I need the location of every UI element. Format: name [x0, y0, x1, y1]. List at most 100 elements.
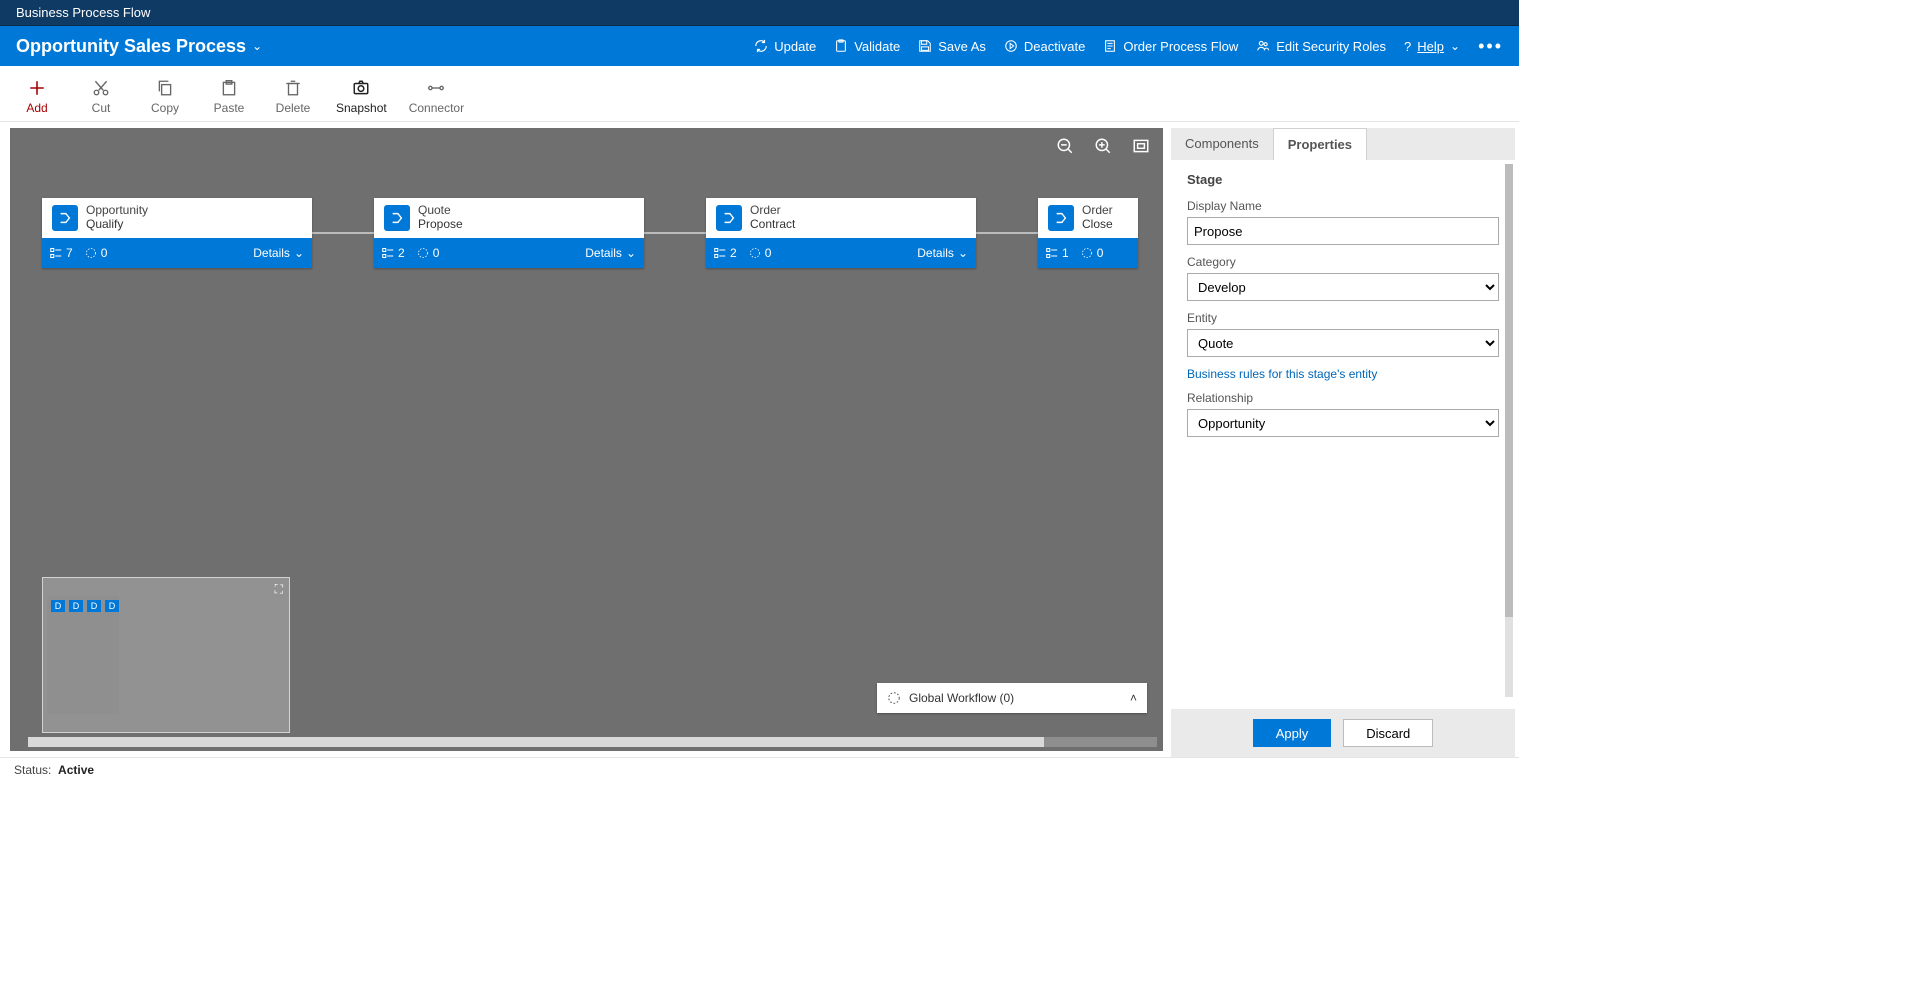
minimap-expand-icon[interactable]: ⛶ [275, 582, 283, 597]
stage-card[interactable]: QuotePropose 2 0 Details ⌄ [374, 198, 644, 268]
stage-name: Contract [750, 218, 795, 232]
workflow-count: 0 [1081, 246, 1104, 260]
connector-button[interactable]: Connector [409, 79, 464, 115]
chevron-down-icon: ⌄ [294, 246, 304, 260]
page-title: Opportunity Sales Process [16, 36, 246, 57]
main-area: OpportunityQualify 7 0Details ⌄QuoteProp… [0, 122, 1519, 757]
status-value: Active [58, 763, 94, 777]
help-button[interactable]: ? Help ⌄ [1404, 39, 1460, 54]
panel-scroll-thumb[interactable] [1505, 164, 1513, 617]
minimap[interactable]: ⛶ DDDD [42, 577, 290, 733]
status-label: Status: [14, 763, 51, 777]
paste-button[interactable]: Paste [208, 79, 250, 115]
minimap-viewport [47, 596, 119, 714]
stage-name: Qualify [86, 218, 148, 232]
select-category[interactable]: Develop [1187, 273, 1499, 301]
panel-scrollbar[interactable] [1505, 164, 1513, 697]
stage-card[interactable]: OrderClose 1 0 [1038, 198, 1138, 268]
select-entity[interactable]: Quote [1187, 329, 1499, 357]
label-entity: Entity [1187, 311, 1499, 325]
edit-security-roles-button[interactable]: Edit Security Roles [1256, 39, 1386, 54]
tab-components[interactable]: Components [1171, 128, 1273, 160]
details-toggle[interactable]: Details ⌄ [253, 246, 304, 260]
save-icon [918, 39, 932, 53]
more-actions-button[interactable]: ••• [1478, 36, 1503, 57]
label-display-name: Display Name [1187, 199, 1499, 213]
field-category: Category Develop [1187, 255, 1499, 301]
people-icon [1256, 39, 1270, 53]
panel-tabs: Components Properties [1171, 128, 1515, 160]
app-header: Business Process Flow [0, 0, 1519, 26]
canvas-scrollbar[interactable] [28, 737, 1157, 747]
steps-count: 2 [382, 246, 405, 260]
stage-head: QuotePropose [374, 198, 644, 238]
zoom-in-button[interactable] [1093, 136, 1113, 156]
discard-button[interactable]: Discard [1343, 719, 1433, 747]
header-actions: Update Validate Save As Deactivate Order… [754, 36, 1503, 57]
help-icon: ? [1404, 39, 1411, 54]
title-dropdown-icon[interactable]: ⌄ [252, 39, 262, 53]
snapshot-button[interactable]: Snapshot [336, 79, 387, 115]
chevron-down-icon: ⌄ [626, 246, 636, 260]
steps-count: 1 [1046, 246, 1069, 260]
copy-button[interactable]: Copy [144, 79, 186, 115]
stage-connector [644, 232, 706, 234]
workflow-count: 0 [749, 246, 772, 260]
add-button[interactable]: Add [16, 79, 58, 115]
stage-entity: Order [750, 204, 795, 218]
apply-button[interactable]: Apply [1253, 719, 1332, 747]
field-entity: Entity Quote [1187, 311, 1499, 357]
stage-card[interactable]: OrderContract 2 0 Details ⌄ [706, 198, 976, 268]
stage-head: OrderClose [1038, 198, 1138, 238]
stage-footer: 7 0Details ⌄ [42, 238, 312, 268]
camera-icon [352, 79, 370, 97]
global-workflow-label: Global Workflow [909, 691, 996, 705]
fit-screen-button[interactable] [1131, 136, 1151, 156]
select-relationship[interactable]: Opportunity [1187, 409, 1499, 437]
validate-button[interactable]: Validate [834, 39, 900, 54]
stage-footer: 1 0 [1038, 238, 1138, 268]
clipboard-icon [834, 39, 848, 53]
input-display-name[interactable] [1187, 217, 1499, 245]
workflow-count: 0 [417, 246, 440, 260]
order-process-flow-button[interactable]: Order Process Flow [1103, 39, 1238, 54]
update-button[interactable]: Update [754, 39, 816, 54]
canvas[interactable]: OpportunityQualify 7 0Details ⌄QuoteProp… [10, 128, 1163, 751]
steps-count: 2 [714, 246, 737, 260]
stage-icon [384, 205, 410, 231]
stage-footer: 2 0 Details ⌄ [706, 238, 976, 268]
section-title: Stage [1187, 172, 1499, 187]
business-rules-link[interactable]: Business rules for this stage's entity [1187, 367, 1499, 381]
stage-icon [52, 205, 78, 231]
field-display-name: Display Name [1187, 199, 1499, 245]
minimap-node: D [105, 600, 119, 612]
stage-entity: Opportunity [86, 204, 148, 218]
global-workflow-bar[interactable]: Global Workflow (0) ˄ [877, 683, 1147, 713]
stage-card[interactable]: OpportunityQualify 7 0Details ⌄ [42, 198, 312, 268]
tab-properties[interactable]: Properties [1273, 128, 1367, 160]
app-title: Business Process Flow [16, 5, 150, 20]
workflow-count: 0 [85, 246, 108, 260]
field-relationship: Relationship Opportunity [1187, 391, 1499, 437]
refresh-icon [754, 39, 768, 53]
details-toggle[interactable]: Details ⌄ [585, 246, 636, 260]
copy-icon [156, 79, 174, 97]
stage-connector [976, 232, 1038, 234]
scrollbar-thumb[interactable] [28, 737, 1044, 747]
page-icon [1103, 39, 1117, 53]
details-toggle[interactable]: Details ⌄ [917, 246, 968, 260]
stage-name: Propose [418, 218, 463, 232]
workflow-icon [887, 691, 901, 705]
plus-icon [28, 79, 46, 97]
save-as-button[interactable]: Save As [918, 39, 986, 54]
panel-body: Stage Display Name Category Develop Enti… [1171, 160, 1515, 709]
deactivate-button[interactable]: Deactivate [1004, 39, 1085, 54]
stage-head: OrderContract [706, 198, 976, 238]
delete-button[interactable]: Delete [272, 79, 314, 115]
minimap-node: D [51, 600, 65, 612]
global-workflow-count: 0 [1003, 691, 1010, 705]
stage-head: OpportunityQualify [42, 198, 312, 238]
zoom-out-button[interactable] [1055, 136, 1075, 156]
cut-button[interactable]: Cut [80, 79, 122, 115]
minimap-nodes: DDDD [51, 600, 119, 612]
